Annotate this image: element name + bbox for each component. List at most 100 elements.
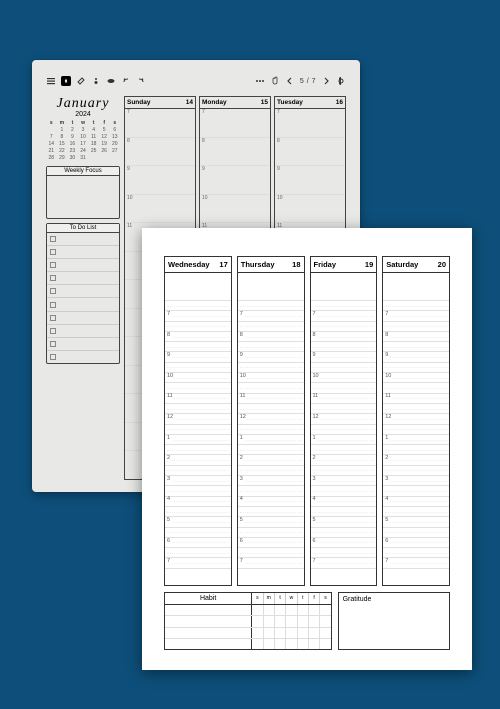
time-slot[interactable]: 2: [165, 445, 231, 455]
todo-row[interactable]: [47, 285, 119, 298]
time-slot-half[interactable]: [238, 414, 304, 424]
todo-row[interactable]: [47, 298, 119, 311]
time-slot[interactable]: 8: [125, 138, 195, 167]
time-slot-half[interactable]: [238, 455, 304, 465]
pen-icon[interactable]: [61, 76, 71, 86]
shape-icon[interactable]: [106, 76, 116, 86]
todo-row[interactable]: [47, 233, 119, 246]
time-slot-half[interactable]: [311, 538, 377, 548]
time-slot[interactable]: 10: [200, 195, 270, 224]
time-slot-half[interactable]: [311, 435, 377, 445]
time-slot-half[interactable]: [311, 517, 377, 527]
time-slot[interactable]: 9: [383, 342, 449, 352]
habit-day-cell[interactable]: [252, 639, 263, 649]
habit-day-cell[interactable]: [275, 605, 286, 615]
time-slot-half[interactable]: [165, 517, 231, 527]
todo-checkbox[interactable]: [50, 236, 56, 242]
time-slot-half[interactable]: [165, 332, 231, 342]
habit-day-cell[interactable]: [275, 639, 286, 649]
time-slot-half[interactable]: [238, 517, 304, 527]
time-slot-half[interactable]: [383, 311, 449, 321]
time-slot-half[interactable]: [238, 538, 304, 548]
habit-day-cell[interactable]: [252, 616, 263, 626]
todo-checkbox[interactable]: [50, 249, 56, 255]
time-slot[interactable]: 6: [165, 528, 231, 538]
time-slot-half[interactable]: [238, 476, 304, 486]
todo-row[interactable]: [47, 325, 119, 338]
habit-name-cell[interactable]: [165, 639, 252, 649]
time-slot[interactable]: 10: [238, 363, 304, 373]
time-slot-half[interactable]: [165, 538, 231, 548]
time-slot-half[interactable]: [165, 373, 231, 383]
time-slot-half[interactable]: [311, 352, 377, 362]
time-slot-half[interactable]: [383, 394, 449, 404]
time-slot[interactable]: 9: [311, 342, 377, 352]
time-slot-half[interactable]: [311, 455, 377, 465]
todo-checkbox[interactable]: [50, 328, 56, 334]
prev-page-icon[interactable]: [285, 76, 295, 86]
time-slot-half[interactable]: [238, 373, 304, 383]
time-slot-half[interactable]: [383, 373, 449, 383]
habit-day-cell[interactable]: [320, 628, 330, 638]
time-slot[interactable]: 4: [383, 486, 449, 496]
time-slot[interactable]: 5: [311, 507, 377, 517]
time-slot-half[interactable]: [383, 414, 449, 424]
time-slot[interactable]: 7: [383, 301, 449, 311]
time-slot-half[interactable]: [383, 435, 449, 445]
time-slot[interactable]: 5: [238, 507, 304, 517]
time-slot[interactable]: 11: [311, 383, 377, 393]
time-slot-half[interactable]: [383, 497, 449, 507]
time-slot[interactable]: 8: [165, 322, 231, 332]
time-slot[interactable]: 4: [165, 486, 231, 496]
time-slot-half[interactable]: [238, 311, 304, 321]
time-slot-half[interactable]: [165, 435, 231, 445]
time-slot[interactable]: 12: [238, 404, 304, 414]
time-slot-half[interactable]: [311, 414, 377, 424]
time-slot[interactable]: 3: [311, 466, 377, 476]
time-slot-half[interactable]: [165, 476, 231, 486]
redo-icon[interactable]: [136, 76, 146, 86]
brightness-icon[interactable]: [336, 76, 346, 86]
habit-day-cell[interactable]: [275, 616, 286, 626]
next-page-icon[interactable]: [321, 76, 331, 86]
habit-day-cell[interactable]: [309, 605, 320, 615]
habit-day-cell[interactable]: [298, 616, 309, 626]
time-slot-half[interactable]: [238, 352, 304, 362]
time-slot[interactable]: 10: [165, 363, 231, 373]
time-slot[interactable]: 9: [200, 166, 270, 195]
habit-day-cell[interactable]: [298, 628, 309, 638]
time-slot[interactable]: 6: [383, 528, 449, 538]
time-slot-half[interactable]: [311, 373, 377, 383]
habit-day-cell[interactable]: [264, 639, 275, 649]
time-slot[interactable]: 9: [238, 342, 304, 352]
undo-icon[interactable]: [121, 76, 131, 86]
habit-day-cell[interactable]: [298, 639, 309, 649]
time-slot-half[interactable]: [238, 332, 304, 342]
todo-row[interactable]: [47, 351, 119, 363]
time-slot-half[interactable]: [311, 332, 377, 342]
time-slot[interactable]: 10: [311, 363, 377, 373]
time-slot-half[interactable]: [238, 435, 304, 445]
habit-day-cell[interactable]: [286, 639, 297, 649]
habit-day-cell[interactable]: [264, 605, 275, 615]
time-slot[interactable]: 7: [383, 548, 449, 558]
todo-checkbox[interactable]: [50, 275, 56, 281]
habit-day-cell[interactable]: [286, 628, 297, 638]
hand-icon[interactable]: [270, 76, 280, 86]
time-slot[interactable]: 1: [238, 425, 304, 435]
habit-day-cell[interactable]: [320, 616, 330, 626]
time-slot[interactable]: 4: [311, 486, 377, 496]
time-slot-half[interactable]: [383, 455, 449, 465]
time-slot[interactable]: 2: [383, 445, 449, 455]
time-slot[interactable]: 2: [311, 445, 377, 455]
todo-checkbox[interactable]: [50, 315, 56, 321]
habit-day-cell[interactable]: [286, 605, 297, 615]
habit-name-cell[interactable]: [165, 605, 252, 615]
time-slot-half[interactable]: [383, 538, 449, 548]
habit-day-cell[interactable]: [298, 605, 309, 615]
time-slot-half[interactable]: [383, 558, 449, 568]
time-slot[interactable]: 9: [275, 166, 345, 195]
habit-day-cell[interactable]: [309, 616, 320, 626]
time-slot-half[interactable]: [383, 476, 449, 486]
time-slot[interactable]: 1: [311, 425, 377, 435]
